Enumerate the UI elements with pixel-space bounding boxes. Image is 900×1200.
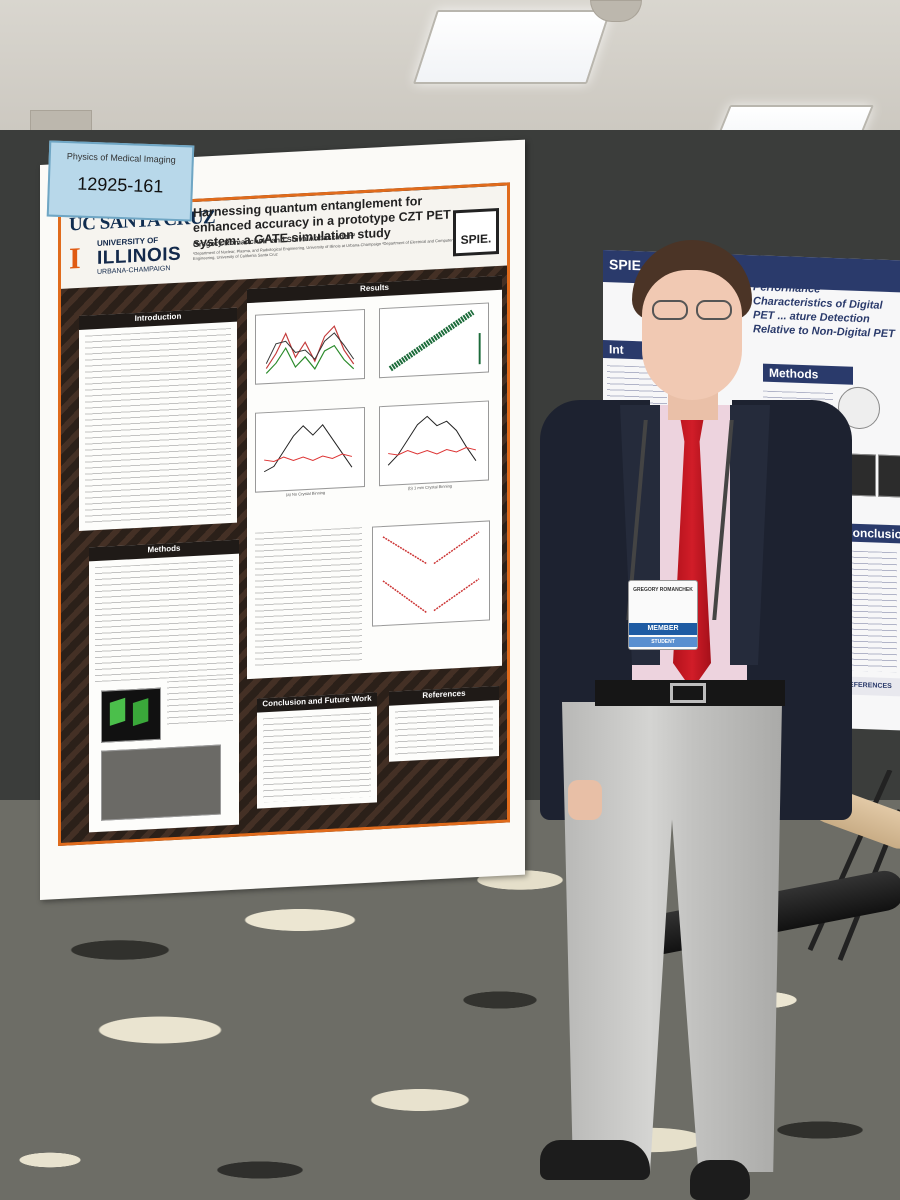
introduction-text-lines bbox=[85, 327, 231, 525]
gray-trousers bbox=[562, 702, 782, 1172]
session-label: Physics of Medical Imaging bbox=[66, 151, 176, 165]
methods-figure-photo bbox=[101, 744, 221, 821]
results-plot-sensitivity bbox=[372, 520, 490, 627]
badge-student-strip: STUDENT bbox=[629, 637, 697, 647]
ceiling-light bbox=[412, 10, 612, 84]
results-plot-no-binning: (a) No Crystal Binning bbox=[255, 406, 365, 497]
poster-number-tag: Physics of Medical Imaging 12925-161 bbox=[46, 140, 195, 222]
glasses-lens bbox=[652, 300, 688, 320]
trues-randoms-chart-a bbox=[263, 424, 353, 473]
badge-name: GREGORY ROMANCHEK bbox=[633, 587, 693, 593]
badge-member-strip: MEMBER bbox=[629, 623, 697, 635]
poster-body: UC SANTA CRUZ I UNIVERSITY OF ILLINOIS U… bbox=[58, 182, 510, 847]
references-panel: References bbox=[389, 685, 499, 762]
poster-number: 12925-161 bbox=[76, 173, 164, 197]
sensitivity-chart bbox=[382, 531, 480, 614]
results-plot-scatter bbox=[379, 302, 489, 379]
results-plot-binning: (b) 1 mm Crystal Binning bbox=[379, 400, 489, 491]
right-shoe bbox=[690, 1160, 750, 1200]
trues-randoms-chart-b bbox=[387, 415, 477, 466]
plot-a-caption: (a) No Crystal Binning bbox=[286, 490, 326, 498]
results-plot-angular bbox=[255, 308, 365, 385]
methods-panel: Methods bbox=[89, 539, 239, 833]
plot-b-caption: (b) 1 mm Crystal Binning bbox=[408, 483, 453, 491]
illinois-logo: I UNIVERSITY OF ILLINOIS URBANA-CHAMPAIG… bbox=[69, 234, 189, 280]
methods-text-lines bbox=[95, 559, 233, 683]
introduction-panel: Introduction bbox=[79, 307, 237, 531]
results-text-lines bbox=[255, 527, 362, 669]
left-hand bbox=[568, 780, 602, 820]
figure-caption-lines bbox=[167, 677, 233, 729]
belt-buckle bbox=[670, 683, 706, 703]
face bbox=[642, 270, 742, 400]
glasses-icon bbox=[648, 300, 736, 322]
scatter-correlation-chart bbox=[388, 309, 481, 372]
spie-logo: SPIE. bbox=[453, 207, 499, 257]
illinois-i-icon: I bbox=[69, 241, 81, 276]
angular-distribution-chart bbox=[265, 325, 355, 374]
glasses-lens bbox=[696, 300, 732, 320]
references-text-lines bbox=[395, 706, 493, 756]
name-badge: GREGORY ROMANCHEK MEMBER STUDENT bbox=[628, 580, 698, 650]
conclusion-panel: Conclusion and Future Work bbox=[257, 692, 377, 809]
research-poster: UC SANTA CRUZ I UNIVERSITY OF ILLINOIS U… bbox=[40, 139, 525, 901]
left-shoe bbox=[540, 1140, 650, 1180]
neighbor-scan-image bbox=[878, 454, 900, 498]
presenter-person: GREGORY ROMANCHEK MEMBER STUDENT bbox=[540, 240, 860, 1200]
green-crystal-blocks bbox=[109, 697, 149, 727]
results-panel: Results (a) No Crystal Bin bbox=[247, 275, 502, 680]
methods-figure-crystals bbox=[101, 687, 161, 743]
conclusion-text-lines bbox=[263, 712, 371, 803]
